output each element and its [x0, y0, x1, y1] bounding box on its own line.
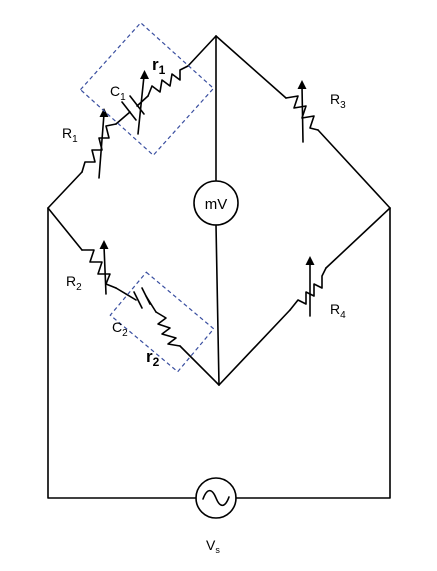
resistor-R3 — [285, 95, 319, 131]
wire-c2-to-r2-small — [145, 295, 157, 313]
wire-c1-to-r1-small — [136, 95, 149, 107]
label-R1: R1 — [62, 125, 78, 145]
wire-top-node-to-r3 — [215, 35, 287, 99]
label-C1: C1 — [110, 83, 126, 103]
variable-arrow-R1 — [98, 108, 109, 179]
label-r1: r1 — [152, 55, 166, 77]
variable-arrow-C1 — [137, 70, 149, 135]
variable-arrow-R4 — [305, 256, 315, 317]
label-C2: C2 — [112, 319, 128, 339]
label-R2: R2 — [66, 273, 82, 293]
wire-r2-to-c2 — [115, 287, 137, 301]
wire-left-node-to-r1 — [47, 171, 83, 209]
variable-arrow-R2 — [99, 240, 109, 295]
wire-meter-to-bottom-node — [215, 224, 220, 386]
label-r2: r2 — [146, 347, 160, 369]
millivoltmeter-icon: mV — [193, 180, 239, 226]
ac-source-icon — [195, 477, 237, 519]
wire-r1-to-c1 — [115, 111, 131, 125]
label-Vs: Vs — [206, 537, 220, 555]
resistor-r1 — [147, 65, 189, 97]
dashed-box-c1-r1 — [79, 21, 215, 157]
variable-arrow-R3 — [297, 80, 307, 143]
resistor-R2 — [81, 249, 117, 289]
resistor-r2 — [155, 311, 181, 347]
right-outer-wire — [235, 207, 391, 499]
wire-left-node-to-r2 — [47, 207, 83, 251]
label-R3: R3 — [330, 91, 346, 111]
wire-r1-to-top-node — [187, 35, 217, 67]
wire-r4-to-right-node — [325, 207, 391, 269]
wire-bottom-node-to-r4 — [218, 309, 291, 386]
label-R4: R4 — [330, 301, 346, 321]
left-outer-wire — [47, 207, 197, 499]
wire-r3-to-right-node — [317, 129, 391, 209]
resistor-R1 — [81, 123, 117, 173]
meter-label: mV — [205, 196, 228, 213]
dashed-box-c2-r2 — [109, 271, 215, 373]
resistor-R4 — [289, 267, 327, 311]
wire-r2-to-bottom-node — [179, 345, 220, 386]
